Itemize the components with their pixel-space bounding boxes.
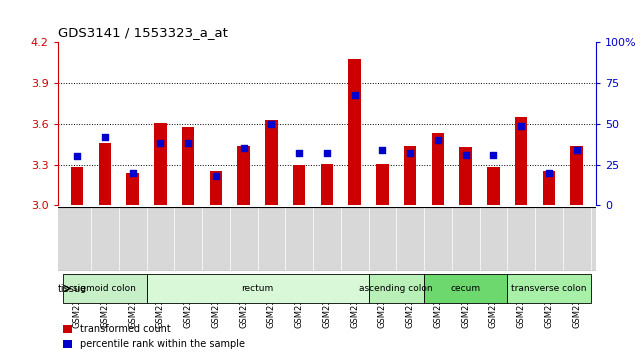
- Text: ascending colon: ascending colon: [360, 284, 433, 293]
- Bar: [71, 167, 83, 205]
- Point: [572, 147, 582, 153]
- Bar: [515, 117, 528, 205]
- Bar: [543, 171, 555, 205]
- Point: [433, 137, 443, 143]
- FancyBboxPatch shape: [507, 274, 590, 303]
- Text: cecum: cecum: [451, 284, 481, 293]
- Point: [405, 150, 415, 156]
- Text: GDS3141 / 1553323_a_at: GDS3141 / 1553323_a_at: [58, 26, 228, 39]
- Point: [349, 92, 360, 97]
- Point: [238, 145, 249, 151]
- Bar: [460, 147, 472, 205]
- Bar: [570, 145, 583, 205]
- Bar: [210, 171, 222, 205]
- Bar: [349, 59, 361, 205]
- Bar: [376, 164, 388, 205]
- Point: [183, 141, 194, 146]
- Point: [378, 147, 388, 153]
- Bar: [293, 165, 305, 205]
- Bar: [154, 122, 167, 205]
- Point: [211, 173, 221, 179]
- Bar: [404, 145, 417, 205]
- Point: [516, 123, 526, 129]
- Point: [294, 150, 304, 156]
- Bar: [126, 173, 139, 205]
- Text: transverse colon: transverse colon: [511, 284, 587, 293]
- Point: [322, 150, 332, 156]
- Point: [72, 154, 82, 159]
- Bar: [99, 143, 111, 205]
- Bar: [237, 145, 250, 205]
- Legend: transformed count, percentile rank within the sample: transformed count, percentile rank withi…: [63, 324, 245, 349]
- Bar: [487, 167, 500, 205]
- FancyBboxPatch shape: [147, 274, 369, 303]
- FancyBboxPatch shape: [63, 274, 147, 303]
- Point: [488, 152, 499, 158]
- Point: [100, 134, 110, 140]
- Point: [544, 170, 554, 176]
- Text: rectum: rectum: [242, 284, 274, 293]
- Bar: [431, 133, 444, 205]
- Text: sigmoid colon: sigmoid colon: [74, 284, 137, 293]
- Point: [128, 170, 138, 176]
- Point: [155, 141, 165, 146]
- Bar: [182, 127, 194, 205]
- Point: [266, 121, 276, 127]
- Bar: [320, 164, 333, 205]
- Point: [460, 152, 470, 158]
- Text: tissue: tissue: [58, 284, 87, 293]
- Bar: [265, 120, 278, 205]
- FancyBboxPatch shape: [369, 274, 424, 303]
- FancyBboxPatch shape: [424, 274, 507, 303]
